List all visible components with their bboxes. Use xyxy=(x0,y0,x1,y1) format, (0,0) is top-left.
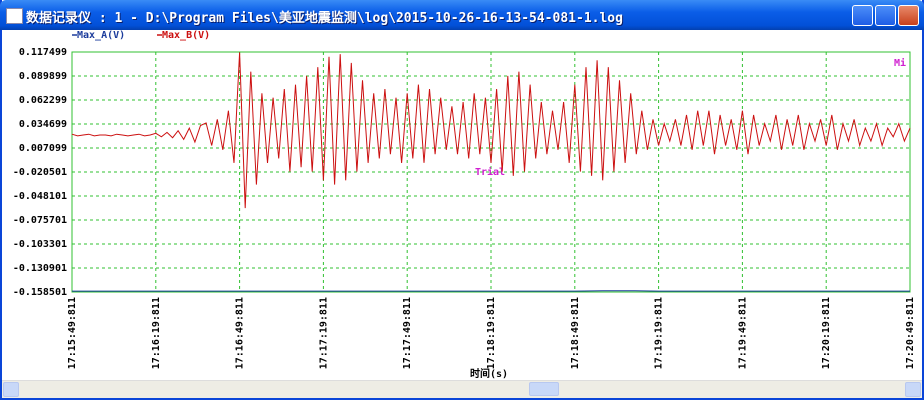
scroll-thumb[interactable] xyxy=(529,382,559,396)
x-tick-label: 17:16:49:811 xyxy=(235,297,246,369)
y-tick-label: 0.007099 xyxy=(19,143,67,154)
scroll-left[interactable] xyxy=(3,382,19,397)
y-tick-label: -0.130901 xyxy=(13,263,67,274)
y-tick-label: -0.075701 xyxy=(13,215,67,226)
chart: 0.117499 0.089899 0.062299 0.034699 0.007099… xyxy=(13,30,916,380)
annotation: Mi xyxy=(894,57,906,69)
data-line xyxy=(71,52,911,209)
x-tick-label: 17:18:49:811 xyxy=(570,297,581,369)
legend-label: Max_A(V) xyxy=(77,30,125,41)
minimize-button[interactable] xyxy=(852,5,873,26)
horizontal-scrollbar[interactable] xyxy=(2,380,922,398)
x-tick-label: 17:15:49:811 xyxy=(67,297,78,369)
y-tick-label: 0.062299 xyxy=(19,95,67,106)
y-tick-label: 0.034699 xyxy=(19,119,67,130)
y-tick-label: -0.103301 xyxy=(13,239,67,250)
legend-label: Max_B(V) xyxy=(162,30,210,41)
close-button[interactable] xyxy=(898,5,919,26)
x-tick-label: 17:16:19:811 xyxy=(151,297,162,369)
x-tick-label: 17:20:19:811 xyxy=(821,297,832,369)
y-tick-label: 0.117499 xyxy=(19,47,67,58)
maximize-button[interactable] xyxy=(875,5,896,26)
x-tick-label: 17:17:49:811 xyxy=(402,297,413,369)
title-bar: 数据记录仪 : 1 - D:\Program Files\美亚地震监测\log\… xyxy=(0,0,924,30)
y-tick-label: -0.158501 xyxy=(13,287,67,298)
y-tick-label: -0.048101 xyxy=(13,191,67,202)
y-tick-label: -0.020501 xyxy=(13,167,67,178)
window-title: 数据记录仪 : 1 - D:\Program Files\美亚地震监测\log\… xyxy=(26,11,623,26)
x-tick-label: 17:19:49:811 xyxy=(737,297,748,369)
annotation: Trial xyxy=(475,166,505,178)
x-axis-label: 时间(s) xyxy=(470,367,508,380)
scroll-right[interactable] xyxy=(905,382,921,397)
x-tick-label: 17:20:49:811 xyxy=(905,297,916,369)
x-tick-label: 17:17:19:811 xyxy=(318,297,329,369)
app-icon xyxy=(6,8,23,24)
y-tick-label: 0.089899 xyxy=(19,71,67,82)
x-tick-label: 17:18:19:811 xyxy=(486,297,497,369)
x-tick-label: 17:19:19:811 xyxy=(654,297,665,369)
